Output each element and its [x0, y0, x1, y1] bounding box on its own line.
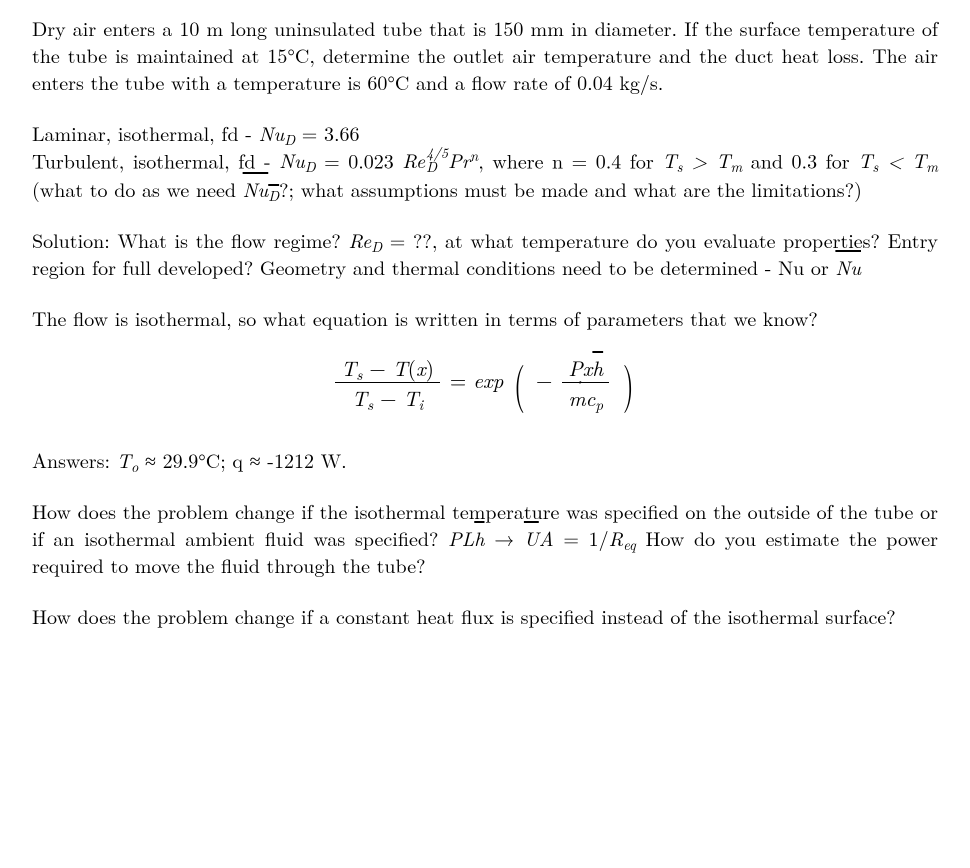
unit-degC: °C [287, 40, 309, 69]
sym-UbarA: UA [524, 523, 554, 552]
text: = [295, 118, 324, 147]
text: ; q ≈ -1212 W. [220, 445, 347, 474]
text: ?; what assumptions must be made and wha… [279, 174, 862, 203]
text: Turbulent, isothermal, fd - [32, 145, 279, 174]
text: and 0.3 for [742, 145, 858, 174]
eq-exp: exp [473, 365, 503, 395]
sym-NuD: NuD [259, 118, 295, 147]
sym-Ts: Ts [662, 145, 682, 174]
sym-PLhbar: PLh [448, 523, 484, 552]
text: Solution: What is the flow regime? [32, 225, 349, 254]
unit-degC: °C [387, 67, 409, 96]
eq-equals: = [450, 365, 473, 395]
eq-lhs-fraction: Ts − T(x) Ts − Ti [335, 357, 440, 410]
left-paren-icon: ( [514, 357, 525, 405]
paragraph-isothermal-question: The flow is isothermal, so what equation… [32, 304, 938, 331]
text: ≈ 29.9 [138, 445, 198, 474]
sym-ReD: ReD [349, 225, 383, 254]
text: → [484, 523, 523, 552]
sym-Tm: Tm [716, 145, 742, 174]
eq-rhs-fraction: Pxh mcp [562, 357, 609, 410]
val: 3.66 [324, 118, 360, 147]
paragraph-correlations: Laminar, isothermal, fd - NuD = 3.66 Tur… [32, 119, 938, 202]
paragraph-solution-intro: Solution: What is the flow regime? ReD =… [32, 226, 938, 280]
sym-lt: < [878, 145, 912, 174]
text: (what to do as we need [32, 174, 243, 203]
text: , where n = 0.4 for [478, 145, 662, 174]
equation-exponential-decay: Ts − T(x) Ts − Ti = exp ( − Pxh mcp ) [32, 357, 938, 410]
sym-NuDbar: NuD [243, 174, 279, 203]
eq-neg: − [536, 365, 552, 395]
text: = [316, 145, 349, 174]
sym-To: To [117, 445, 139, 474]
paragraph-problem: Dry air enters a 10 m long uninsulated t… [32, 14, 938, 95]
right-paren-icon: ) [623, 357, 634, 405]
paragraph-variation-2: How does the problem change if a constan… [32, 602, 938, 629]
paragraph-answers: Answers: To ≈ 29.9°C; q ≈ -1212 W. [32, 446, 938, 473]
sym-NuD: NuD [279, 145, 315, 174]
text: and a flow rate of 0.04 kg/s. [409, 67, 663, 96]
sym-gt: > [683, 145, 717, 174]
text: Answers: [32, 445, 117, 474]
sym-ReD: Re4/5D [402, 145, 448, 174]
val: 0.023 [348, 145, 402, 174]
sym-Nubar: Nu [835, 252, 861, 281]
sym-Ts: Ts [858, 145, 878, 174]
paragraph-variation-1: How does the problem change if the isoth… [32, 497, 938, 578]
sym-Tm: Tm [912, 145, 938, 174]
sym-Prn: Prn [448, 145, 478, 174]
sym-Req: Req [609, 523, 636, 552]
text: Laminar, isothermal, fd - [32, 118, 259, 147]
unit-degC: °C [198, 445, 220, 474]
text: = 1/ [554, 523, 609, 552]
